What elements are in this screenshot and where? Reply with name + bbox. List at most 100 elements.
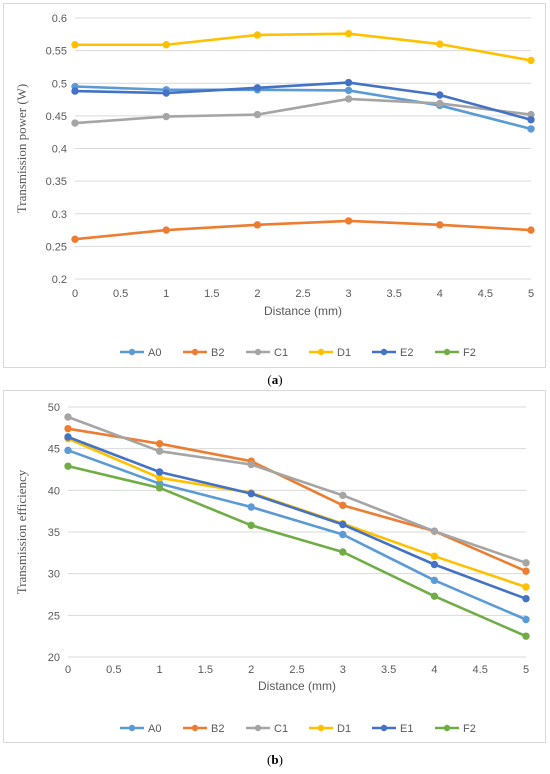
chart-b-y-tick-label: 35 bbox=[48, 527, 60, 539]
chart-b-series-line-d1 bbox=[66, 437, 528, 589]
chart-a-data-point-b2 bbox=[162, 226, 170, 234]
chart-a-data-point-e2 bbox=[527, 116, 535, 124]
chart-b-data-point-e1 bbox=[522, 594, 530, 603]
chart-b-x-tick-label: 2 bbox=[248, 664, 254, 676]
chart-b-y-tick-label: 20 bbox=[48, 652, 60, 664]
chart-a-series-line-b2 bbox=[73, 219, 533, 241]
chart-b-data-point-f2 bbox=[155, 484, 164, 492]
chart-a-x-tick-label: 2.5 bbox=[295, 288, 310, 300]
chart-a-data-point-c1 bbox=[71, 119, 79, 127]
chart-b-y-tick-label: 40 bbox=[48, 485, 60, 497]
chart-a-y-tick-label: 0.5 bbox=[52, 78, 67, 90]
caption-b-close: ) bbox=[278, 752, 283, 767]
chart-a-y-tick-label: 0.4 bbox=[52, 144, 67, 156]
chart-a-legend-label-d1: D1 bbox=[337, 347, 351, 359]
chart-a-data-point-b2 bbox=[436, 221, 444, 229]
chart-b-legend-marker-d1 bbox=[317, 724, 325, 732]
chart-b-y-tick-label: 50 bbox=[48, 402, 60, 414]
chart-b-legend-marker-c1 bbox=[254, 724, 262, 732]
chart-b-data-point-a0 bbox=[339, 530, 347, 539]
chart-a-data-point-d1 bbox=[527, 56, 535, 65]
chart-b-data-point-b2 bbox=[522, 567, 530, 575]
chart-b-data-point-a0 bbox=[522, 615, 530, 624]
chart-a-legend-label-c1: C1 bbox=[274, 347, 288, 359]
chart-a-legend-marker-d1 bbox=[317, 348, 325, 356]
chart-b-legend-label-b2: B2 bbox=[211, 723, 224, 735]
caption-b-open: ( bbox=[267, 752, 272, 767]
chart-a-x-tick-label: 2 bbox=[254, 288, 260, 300]
chart-b-data-point-c1 bbox=[64, 413, 72, 421]
chart-b-x-tick-label: 2.5 bbox=[289, 664, 304, 676]
chart-a-data-point-c1 bbox=[344, 95, 353, 103]
chart-b-data-point-e1 bbox=[339, 520, 347, 529]
chart-a-series-line-d1 bbox=[73, 32, 533, 62]
chart-a-x-tick-label: 1 bbox=[163, 288, 169, 300]
chart-a-data-point-c1 bbox=[253, 110, 262, 119]
chart-b-legend-label-f2: F2 bbox=[463, 723, 476, 735]
chart-a-data-point-b2 bbox=[344, 217, 353, 225]
chart-a-y-tick-label: 0.2 bbox=[52, 274, 67, 286]
caption-b-letter: b bbox=[271, 752, 279, 767]
chart-a-data-point-e2 bbox=[344, 78, 353, 87]
chart-a-y-axis-title: Transmission power (W) bbox=[14, 84, 29, 214]
chart-b-y-tick-label: 45 bbox=[48, 444, 60, 456]
chart-b-data-point-a0 bbox=[247, 503, 255, 511]
chart-b-x-tick-label: 4 bbox=[431, 664, 437, 676]
chart-b-data-point-b2 bbox=[155, 439, 164, 448]
chart-a-data-point-b2 bbox=[253, 221, 262, 229]
chart-a-data-point-e2 bbox=[162, 89, 170, 97]
chart-b-legend-marker-a0 bbox=[128, 724, 136, 732]
caption-b: (b) bbox=[0, 752, 550, 768]
chart-b-legend-marker-e1 bbox=[380, 724, 388, 732]
chart-b-x-tick-label: 3.5 bbox=[381, 664, 396, 676]
chart-a-data-point-e2 bbox=[253, 84, 262, 92]
chart-a-data-point-d1 bbox=[436, 40, 444, 48]
chart-a-data-point-e2 bbox=[436, 91, 444, 99]
chart-b-data-point-a0 bbox=[430, 576, 439, 585]
chart-b-data-point-f2 bbox=[430, 592, 439, 600]
chart-a-data-point-d1 bbox=[71, 41, 79, 49]
chart-b-series-line-c1 bbox=[66, 415, 528, 565]
caption-a-letter: a bbox=[271, 372, 279, 387]
chart-b-x-axis-title: Distance (mm) bbox=[258, 679, 336, 693]
chart-b-y-tick-label: 30 bbox=[48, 569, 60, 581]
chart-b-legend-label-e1: E1 bbox=[400, 723, 413, 735]
chart-b-data-point-f2 bbox=[247, 521, 255, 530]
chart-a-data-point-b2 bbox=[71, 235, 79, 243]
chart-a-x-tick-label: 4 bbox=[437, 288, 443, 300]
chart-a-data-point-a0 bbox=[344, 86, 353, 95]
chart-a-y-tick-label: 0.45 bbox=[46, 111, 67, 123]
chart-b-data-point-c1 bbox=[430, 527, 439, 535]
chart-a-data-point-e2 bbox=[71, 87, 79, 95]
chart-b-data-point-b2 bbox=[64, 424, 72, 433]
chart-b-svg: 20 25 30 35 40 45 50 0 0.5 1 1.5 2 2.5 3 3.5 4 4.5 5 Dista… bbox=[14, 402, 530, 735]
chart-b-data-point-a0 bbox=[64, 446, 72, 455]
chart-b-data-point-c1 bbox=[247, 460, 255, 469]
chart-a-legend-marker-e2 bbox=[380, 348, 388, 356]
chart-a-legend-marker-a0 bbox=[128, 348, 136, 356]
chart-a-legend-label-e2: E2 bbox=[400, 347, 413, 359]
chart-b-legend-marker-b2 bbox=[191, 724, 199, 732]
chart-a-x-tick-label: 0 bbox=[72, 288, 78, 300]
chart-b-legend-label-d1: D1 bbox=[337, 723, 351, 735]
chart-a-y-tick-label: 0.6 bbox=[52, 13, 67, 25]
chart-a-series-line-c1 bbox=[73, 97, 533, 125]
chart-a-legend-label-f2: F2 bbox=[463, 347, 476, 359]
chart-b-data-point-d1 bbox=[430, 552, 439, 560]
chart-b-data-point-f2 bbox=[339, 548, 347, 556]
chart-a-x-tick-label: 3 bbox=[346, 288, 352, 300]
chart-b-data-point-e1 bbox=[64, 433, 72, 441]
chart-a-x-tick-label: 5 bbox=[528, 288, 534, 300]
chart-b-x-tick-label: 5 bbox=[523, 664, 529, 676]
chart-a-series-line-e2 bbox=[73, 81, 533, 122]
chart-b-data-point-c1 bbox=[522, 559, 530, 567]
chart-b-data-point-e1 bbox=[247, 489, 255, 498]
chart-a-x-tick-label: 3.5 bbox=[387, 288, 402, 300]
chart-b-data-point-e1 bbox=[430, 560, 439, 569]
chart-a-x-axis-title: Distance (mm) bbox=[264, 304, 342, 318]
chart-a-legend-label-a0: A0 bbox=[148, 347, 161, 359]
chart-b-legend-marker-f2 bbox=[443, 724, 451, 732]
chart-a-x-tick-label: 4.5 bbox=[478, 288, 493, 300]
chart-a-legend-marker-c1 bbox=[254, 348, 262, 356]
chart-b-data-point-b2 bbox=[339, 501, 347, 510]
